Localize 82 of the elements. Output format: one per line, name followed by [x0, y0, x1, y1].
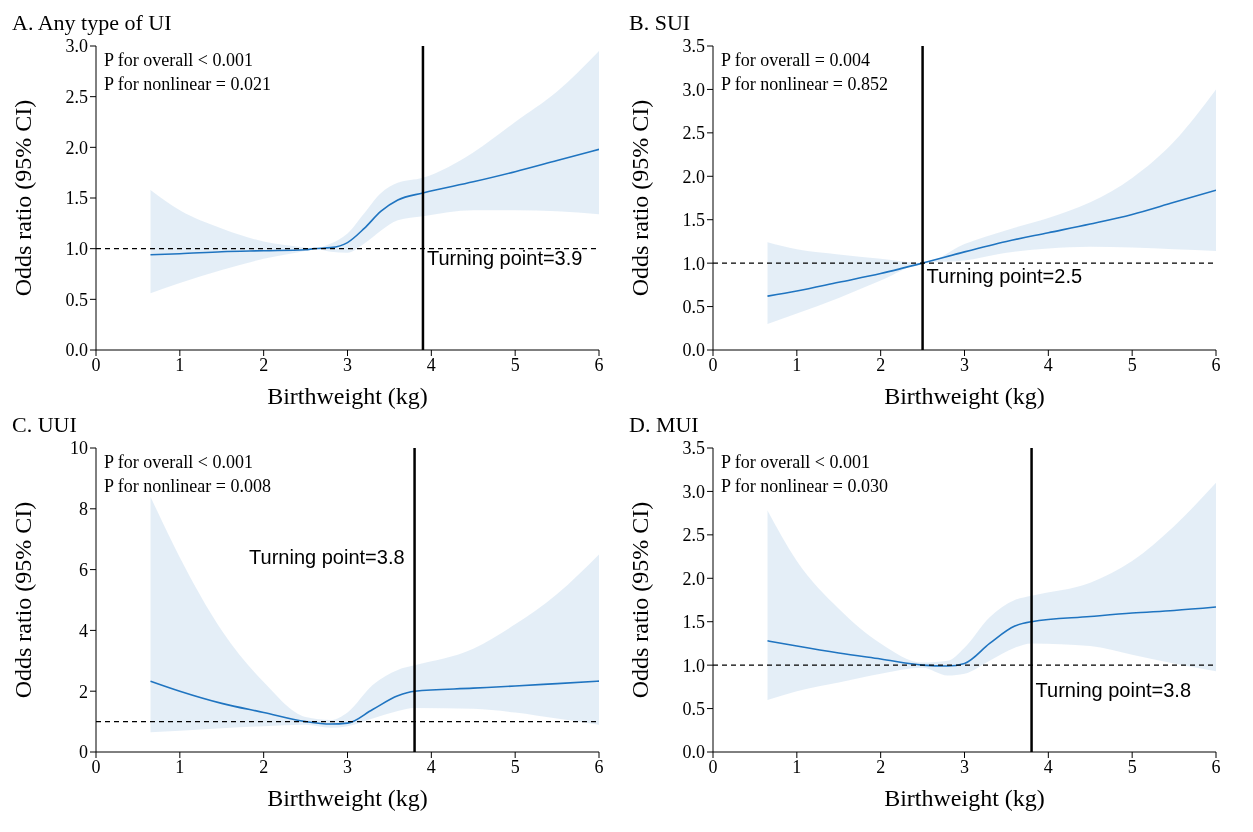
x-tick-label: 2: [876, 354, 886, 375]
x-tick-label: 1: [792, 756, 802, 777]
x-tick-label: 4: [426, 756, 436, 777]
ref-line-label: Turning point=3.8: [1035, 679, 1192, 702]
x-tick-label: 5: [510, 756, 520, 777]
x-tick-label: 5: [1127, 354, 1137, 375]
x-tick-label: 6: [594, 756, 604, 777]
y-tick-label: 1.0: [65, 239, 88, 260]
x-tick-label: 4: [1043, 756, 1053, 777]
x-tick-label: 6: [594, 354, 604, 375]
y-tick-label: 2.5: [65, 87, 88, 108]
line-series: [766, 189, 1216, 297]
line-series: [766, 606, 1216, 667]
y-tick-label: 10: [70, 438, 88, 459]
chart-title: B. SUI: [628, 9, 692, 37]
x-tick-label: 1: [175, 756, 185, 777]
y-axis-title: Odds ratio (95% CI): [9, 501, 36, 699]
x-tick-label: 6: [1211, 756, 1221, 777]
x-tick-label: 4: [426, 354, 436, 375]
x-axis-title: Birthweight (kg): [267, 785, 428, 811]
y-tick-label: 2.0: [682, 568, 705, 589]
y-tick-label: 3.5: [682, 438, 705, 459]
x-tick-label: 1: [792, 354, 802, 375]
x-axis-title: Birthweight (kg): [267, 383, 428, 409]
y-axis-title: Odds ratio (95% CI): [9, 99, 36, 297]
y-tick-label: 8: [79, 499, 88, 520]
x-axis-title: Birthweight (kg): [884, 383, 1045, 409]
x-tick-label: 4: [1043, 354, 1053, 375]
y-tick-label: 2.5: [682, 123, 705, 144]
y-tick-label: 2.5: [682, 525, 705, 546]
y-tick-label: 0.5: [682, 296, 705, 317]
x-tick-label: 3: [960, 354, 969, 375]
x-tick-label: 5: [510, 354, 520, 375]
ref-line-label: Turning point=3.8: [249, 545, 405, 568]
y-tick-label: 1.0: [682, 253, 705, 274]
y-tick-label: 4: [79, 620, 88, 641]
y-tick-label: 6: [79, 559, 88, 580]
y-tick-label: 0.0: [65, 340, 88, 361]
line-series: [149, 680, 599, 725]
y-tick-label: 0: [79, 742, 88, 763]
y-tick-label: 3.5: [682, 36, 705, 57]
x-tick-label: 0: [708, 354, 718, 375]
x-tick-label: 3: [343, 756, 352, 777]
x-tick-label: 2: [259, 756, 269, 777]
x-axis-title: Birthweight (kg): [884, 785, 1045, 811]
annotation: P for nonlinear = 0.852: [721, 73, 888, 96]
x-tick-label: 3: [343, 354, 352, 375]
annotation: P for overall < 0.001: [104, 49, 254, 72]
x-tick-label: 2: [259, 354, 269, 375]
x-tick-label: 3: [960, 756, 969, 777]
ref-line-label: Turning point=2.5: [926, 265, 1083, 288]
chart-title: C. UUI: [11, 411, 78, 439]
y-tick-label: 2: [79, 681, 88, 702]
y-tick-label: 1.5: [682, 210, 705, 231]
y-tick-label: 1.5: [682, 612, 705, 633]
chart-title: A. Any type of UI: [11, 9, 173, 37]
y-tick-label: 3.0: [65, 36, 88, 57]
x-tick-label: 1: [175, 354, 185, 375]
x-tick-label: 2: [876, 756, 886, 777]
y-tick-label: 2.0: [65, 137, 88, 158]
chart-title: D. MUI: [628, 411, 700, 439]
annotation: P for nonlinear = 0.030: [721, 475, 888, 498]
y-tick-label: 2.0: [682, 166, 705, 187]
y-tick-label: 1.5: [65, 188, 88, 209]
y-tick-label: 3.0: [682, 481, 705, 502]
y-axis-title: Odds ratio (95% CI): [626, 501, 653, 699]
annotation: P for nonlinear = 0.008: [104, 475, 271, 498]
annotation: P for overall < 0.001: [104, 451, 254, 474]
y-tick-label: 0.5: [682, 698, 705, 719]
y-tick-label: 3.0: [682, 79, 705, 100]
x-tick-label: 6: [1211, 354, 1221, 375]
y-axis-title: Odds ratio (95% CI): [626, 99, 653, 297]
x-tick-label: 0: [708, 756, 718, 777]
annotation: P for nonlinear = 0.021: [104, 73, 271, 96]
annotation: P for overall < 0.001: [721, 451, 871, 474]
y-tick-label: 1.0: [682, 655, 705, 676]
ref-line-label: Turning point=3.9: [426, 246, 583, 269]
y-tick-label: 0.5: [65, 289, 88, 310]
y-tick-label: 0.0: [682, 742, 705, 763]
annotation: P for overall = 0.004: [721, 49, 871, 72]
y-tick-label: 0.0: [682, 340, 705, 361]
x-tick-label: 5: [1127, 756, 1137, 777]
